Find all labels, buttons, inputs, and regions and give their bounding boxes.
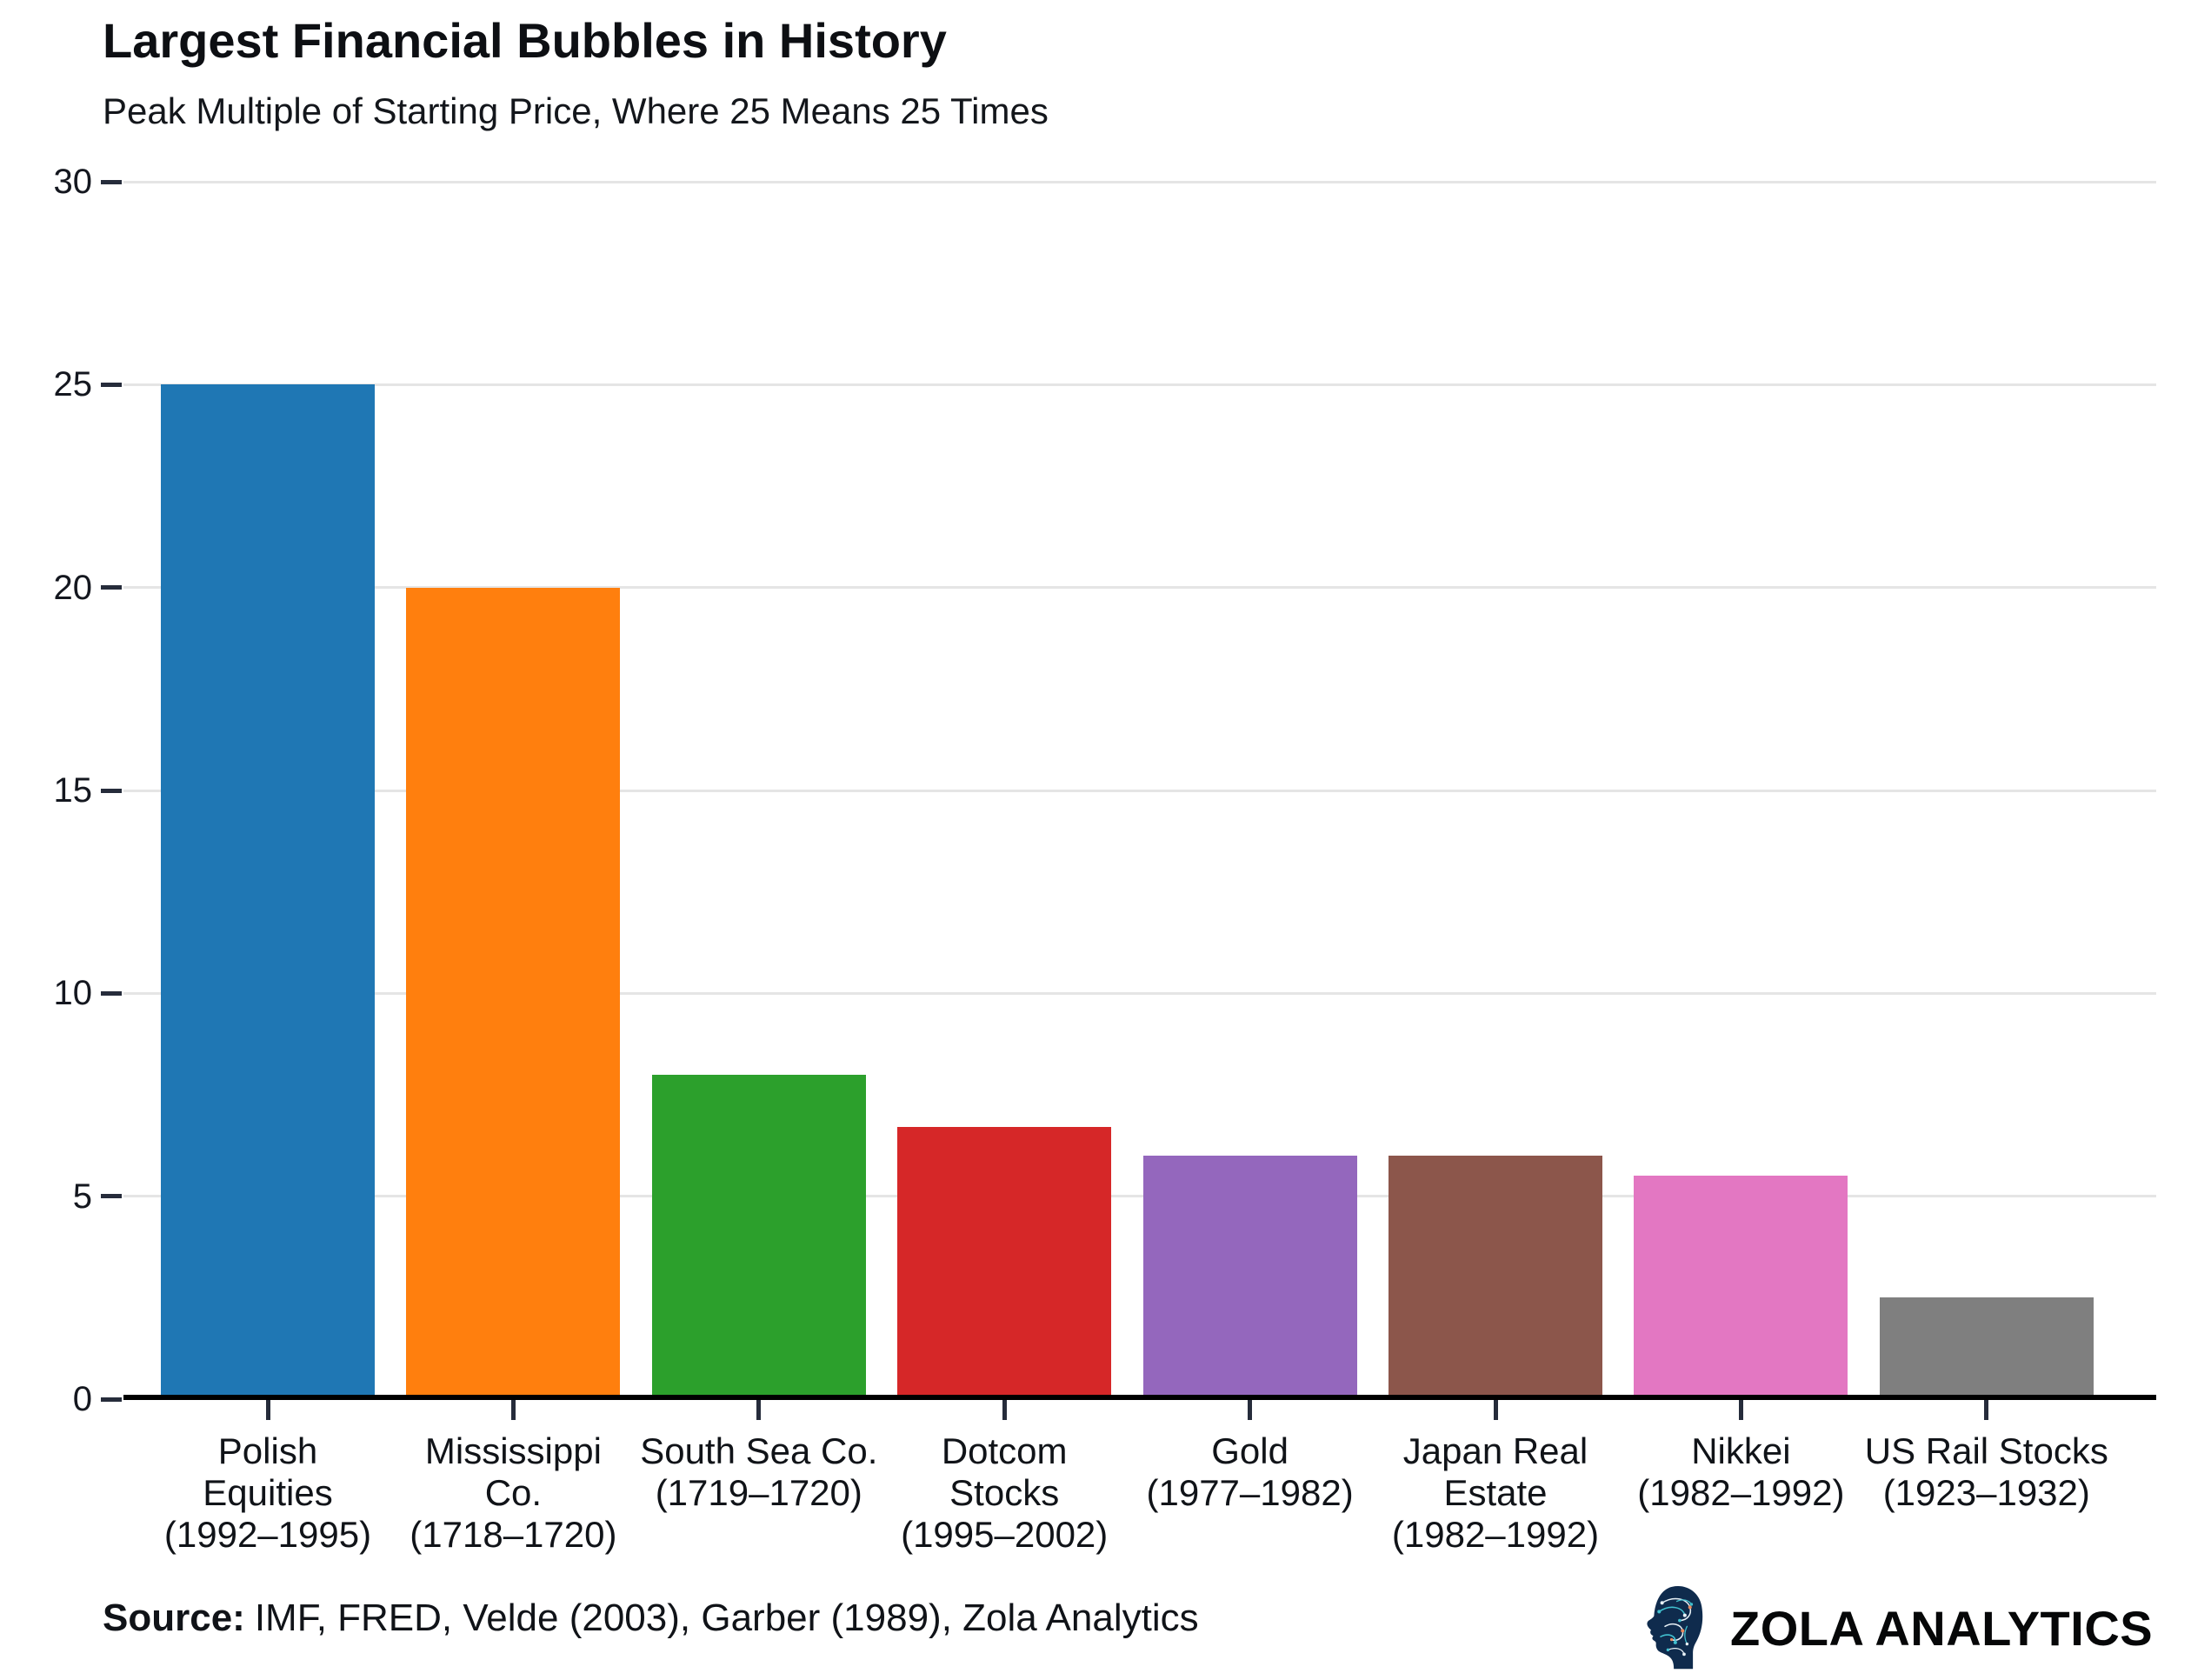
source-note: Source: IMF, FRED, Velde (2003), Garber (… bbox=[103, 1597, 1199, 1640]
y-tick-mark bbox=[101, 990, 122, 996]
x-tick-mark bbox=[1984, 1400, 1989, 1420]
category-label-line: Dotcom bbox=[941, 1430, 1068, 1471]
y-tick-label: 5 bbox=[72, 1177, 92, 1216]
category-label-line: (1977–1982) bbox=[1146, 1472, 1354, 1513]
brand-logo: ZOLA ANALYTICS bbox=[1642, 1576, 2153, 1680]
y-tick-mark bbox=[101, 788, 122, 793]
category-label: Nikkei (1982–1992) bbox=[1584, 1430, 1897, 1514]
y-tick-mark bbox=[101, 1397, 122, 1402]
category-label-line: (1982–1992) bbox=[1637, 1472, 1845, 1513]
category-label-line: (1982–1992) bbox=[1391, 1514, 1600, 1555]
bar-3 bbox=[651, 1074, 866, 1399]
x-tick-mark bbox=[1248, 1400, 1253, 1420]
y-tick-label: 20 bbox=[53, 568, 93, 607]
x-tick-mark bbox=[510, 1400, 516, 1420]
y-tick-label: 25 bbox=[53, 365, 93, 404]
gridline bbox=[123, 586, 2156, 590]
category-label: South Sea Co. (1719–1720) bbox=[603, 1430, 916, 1514]
y-tick-label: 30 bbox=[53, 163, 93, 201]
bar-4 bbox=[897, 1127, 1112, 1399]
category-label-line: South Sea Co. bbox=[640, 1430, 878, 1471]
y-tick-label: 0 bbox=[72, 1380, 92, 1418]
bar-2 bbox=[406, 587, 621, 1399]
category-label: US Rail Stocks (1923–1932) bbox=[1830, 1430, 2143, 1514]
chart-subtitle: Peak Multiple of Starting Price, Where 2… bbox=[103, 90, 1049, 131]
gridline bbox=[123, 991, 2156, 995]
category-label-line: Equities bbox=[203, 1472, 333, 1513]
y-tick-label: 15 bbox=[53, 771, 93, 810]
head-circuit-icon bbox=[1647, 1586, 1703, 1670]
bar-5 bbox=[1142, 1156, 1357, 1399]
x-tick-mark bbox=[265, 1400, 270, 1420]
gridline bbox=[123, 180, 2156, 183]
category-label: Japan Real Estate (1982–1992) bbox=[1339, 1430, 1652, 1556]
gridline bbox=[123, 789, 2156, 792]
x-tick-mark bbox=[1493, 1400, 1498, 1420]
category-label-line: (1992–1995) bbox=[163, 1514, 372, 1555]
x-axis-line bbox=[123, 1395, 2156, 1400]
category-label-line: Japan Real bbox=[1402, 1430, 1588, 1471]
chart-title: Largest Financial Bubbles in History bbox=[103, 13, 947, 68]
bar-7 bbox=[1634, 1176, 1848, 1399]
x-tick-mark bbox=[756, 1400, 762, 1420]
category-label: Polish Equities (1992–1995) bbox=[111, 1430, 424, 1556]
y-tick-mark bbox=[101, 1194, 122, 1199]
category-label-line: Mississippi bbox=[424, 1430, 602, 1471]
category-label-line: US Rail Stocks bbox=[1864, 1430, 2108, 1471]
y-tick-mark bbox=[101, 179, 122, 184]
category-label-line: (1995–2002) bbox=[901, 1514, 1109, 1555]
category-label-line: (1719–1720) bbox=[655, 1472, 862, 1513]
y-tick-label: 10 bbox=[53, 974, 93, 1013]
category-label-line: Estate bbox=[1443, 1472, 1548, 1513]
category-label-line: (1718–1720) bbox=[410, 1514, 617, 1555]
category-label-line: Polish bbox=[217, 1430, 318, 1471]
y-tick-mark bbox=[101, 382, 122, 387]
category-label-line: Gold bbox=[1211, 1430, 1289, 1471]
category-label-line: Stocks bbox=[949, 1472, 1060, 1513]
gridline bbox=[123, 1195, 2156, 1198]
source-label: Source: bbox=[103, 1597, 245, 1639]
x-tick-mark bbox=[1002, 1400, 1007, 1420]
bar-6 bbox=[1389, 1156, 1602, 1399]
category-label: Dotcom Stocks (1995–2002) bbox=[848, 1430, 1161, 1556]
category-label: Mississippi Co. (1718–1720) bbox=[356, 1430, 669, 1556]
category-label: Gold (1977–1982) bbox=[1094, 1430, 1407, 1514]
bar-1 bbox=[161, 384, 375, 1399]
brand-name: ZOLA ANALYTICS bbox=[1730, 1600, 2154, 1656]
category-label-line: (1923–1932) bbox=[1882, 1472, 2090, 1513]
y-tick-mark bbox=[101, 585, 122, 590]
category-label-line: Nikkei bbox=[1691, 1430, 1791, 1471]
source-text: IMF, FRED, Velde (2003), Garber (1989), … bbox=[254, 1597, 1199, 1639]
category-label-line: Co. bbox=[484, 1472, 543, 1513]
bar-8 bbox=[1879, 1297, 2094, 1399]
x-tick-mark bbox=[1738, 1400, 1743, 1420]
gridline bbox=[123, 383, 2156, 386]
